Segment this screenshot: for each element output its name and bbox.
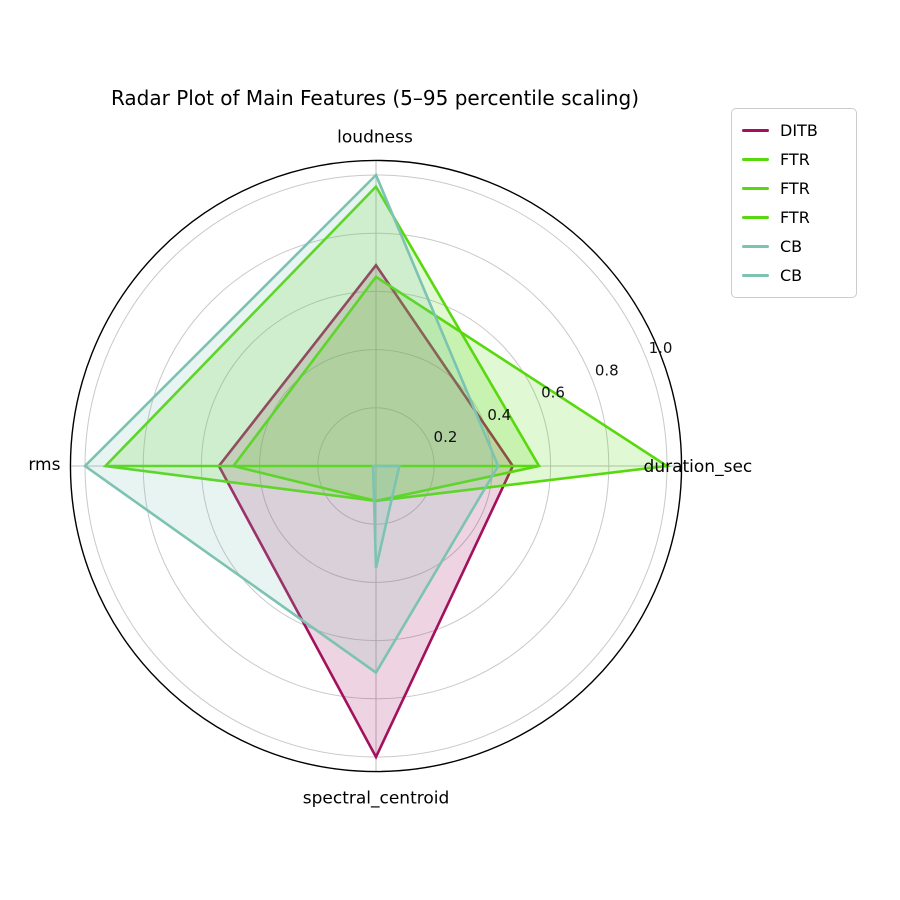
legend-swatch-ftr-1 [742,158,769,161]
series-fill-FTR-1 [105,186,540,501]
series-line-CB-4 [82,172,500,675]
series-fill-CB-4 [85,175,499,673]
radial-tick-label: 1.0 [649,339,673,357]
legend-swatch-cb-4 [742,245,769,248]
legend-box: DITB FTR FTR FTR CB CB [731,108,857,298]
legend-swatch-ftr-3 [742,216,769,219]
series-fill-FTR-2 [233,276,667,501]
legend-entry-3: FTR [742,203,856,232]
axis-label-loudness: loudness [337,127,413,147]
series-line-FTR-2 [231,275,671,503]
axis-label-rms: rms [28,455,60,475]
legend-label: FTR [780,149,810,169]
legend-entry-1: FTR [742,145,856,174]
legend-entry-0: DITB [742,116,856,145]
legend-entry-5: CB [742,261,856,290]
radial-tick-label: 0.2 [434,428,458,446]
series-line-CB-5 [371,464,401,569]
legend-entry-2: FTR [742,174,856,203]
legend-swatch-ftr-2 [742,187,769,190]
legend-entry-4: CB [742,232,856,261]
polar-spine [69,159,683,773]
chart-title: Radar Plot of Main Features (5–95 percen… [110,86,640,110]
radial-tick-label: 0.6 [541,384,565,402]
legend-swatch-cb-5 [742,274,769,277]
legend-label: CB [780,236,803,256]
legend-swatch-ditb-0 [742,129,769,132]
legend-label: CB [780,265,803,285]
legend-label: FTR [780,207,810,227]
legend-label: FTR [780,178,810,198]
radial-tick-label: 0.8 [595,361,619,379]
series-line-DITB-0 [217,262,515,760]
axis-label-spectral_centroid: spectral_centroid [303,789,450,809]
axis-label-duration_sec: duration_sec [644,457,753,477]
legend-label: DITB [780,120,818,140]
radial-tick-label: 0.4 [487,406,511,424]
